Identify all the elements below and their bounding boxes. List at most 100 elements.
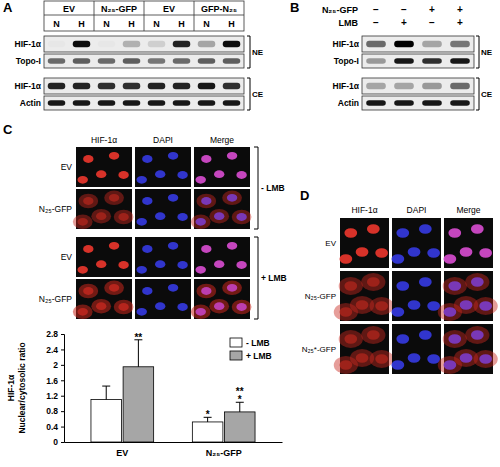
bar (123, 367, 154, 442)
cell-cytoplasm (73, 215, 93, 230)
cell-nucleus (227, 284, 237, 292)
cell-cytoplasm (78, 194, 98, 209)
y-tick: 0.8 (46, 406, 64, 416)
micrograph (392, 218, 441, 268)
fraction-label: NE (481, 48, 493, 57)
cell-cytoplasm (465, 273, 489, 291)
cell-nucleus (419, 330, 432, 340)
column-label: HIF-1α (351, 205, 377, 215)
panel-b: BN₂₅-GFP−−++LMB−+−+HIF-1αTopo-IHIF-1αAct… (290, 0, 493, 110)
cell-cytoplasm (78, 284, 98, 299)
row-label: N₂₅-GFP (305, 292, 336, 301)
cell-nucleus (419, 224, 432, 234)
cell-nucleus (83, 245, 93, 253)
cell-nucleus (396, 281, 409, 291)
bracket (254, 147, 258, 229)
y-axis-title: HIF-1α (6, 374, 16, 401)
x-tick: EV (116, 442, 128, 458)
cell-nucleus (201, 245, 211, 253)
blot-band (366, 83, 386, 89)
y-tick: 0 (53, 437, 64, 447)
cell-nucleus (142, 287, 152, 295)
blot-strip (44, 54, 244, 68)
cell-nucleus (214, 302, 224, 310)
blot-band (148, 58, 166, 64)
y-tick: 2.8 (46, 329, 64, 339)
blot-strip (44, 78, 244, 94)
cell-cytoplasm (209, 209, 229, 224)
y-axis-line (61, 335, 65, 443)
blot-band (48, 41, 66, 47)
blot-band (173, 83, 191, 89)
cell-nucleus (367, 330, 380, 340)
significance-mark: * (206, 409, 210, 420)
fraction-label: NE (252, 48, 264, 57)
row-label: Actin (20, 98, 41, 108)
y-tick: 1.2 (46, 391, 64, 401)
fraction-label: CE (252, 90, 264, 99)
cell-cytoplasm (334, 303, 358, 321)
lane-label: H (228, 19, 235, 29)
blot-band (450, 58, 470, 64)
cell-cytoplasm (339, 330, 363, 348)
cell-cytoplasm (191, 215, 211, 230)
cell-nucleus (142, 245, 152, 253)
row-label: N₂₅-GFP (39, 294, 72, 304)
cell-nucleus (96, 212, 106, 220)
cell-nucleus (340, 307, 353, 317)
row-label: EV (325, 239, 336, 248)
blot-strip (362, 78, 474, 94)
cell-cytoplasm (339, 277, 363, 295)
cell-nucleus (448, 281, 461, 291)
bar (192, 422, 223, 442)
lane-label: H (128, 19, 135, 29)
blot-band (123, 58, 141, 64)
blot-band (450, 83, 470, 89)
y-tick-label: 0 (53, 437, 58, 447)
cell-nucleus (214, 170, 224, 178)
group-label: N₂₅-GFP (101, 4, 137, 14)
cell-nucleus (118, 303, 128, 311)
bracket (476, 78, 479, 110)
legend: - LMB+ LMB (230, 338, 272, 361)
cell-nucleus (396, 334, 409, 344)
condition-sign: + (429, 4, 435, 15)
cell-nucleus (408, 300, 421, 310)
condition-sign: + (401, 17, 407, 28)
cell-nucleus (344, 228, 357, 238)
error-bar (102, 386, 110, 400)
cell-nucleus (177, 171, 187, 179)
cell-nucleus (227, 152, 237, 160)
blot-band (366, 100, 386, 106)
blot-band (148, 100, 166, 106)
cell-cytoplasm (114, 210, 134, 225)
condition-sign: − (373, 4, 379, 15)
cell-nucleus (168, 284, 178, 292)
y-tick-label: 0.4 (46, 422, 58, 432)
treatment-label: + LMB (261, 273, 287, 283)
y-tick-label: 2.8 (46, 329, 58, 339)
blot-band (123, 83, 141, 89)
micrograph (340, 218, 389, 268)
micrograph (392, 324, 441, 374)
cell-cytoplasm (370, 350, 394, 368)
cell-cytoplasm (232, 300, 252, 315)
cell-nucleus (356, 300, 369, 310)
row-label: EV (61, 162, 73, 172)
cell-nucleus (83, 287, 93, 295)
y-tick-label: 1.6 (46, 376, 58, 386)
panel-letter: A (3, 0, 13, 15)
row-label: HIF-1α (333, 39, 360, 49)
x-axis-line (65, 442, 283, 443)
cell-nucleus (236, 171, 246, 179)
y-tick-mark (61, 427, 64, 428)
cell-cytoplasm (438, 356, 462, 374)
row-label: EV (61, 252, 73, 262)
cell-nucleus (367, 224, 380, 234)
blot-band (48, 58, 66, 64)
blot-band (394, 100, 414, 106)
lane-label: H (178, 19, 185, 29)
cell-nucleus (444, 307, 457, 317)
row-label: Topo-I (334, 56, 359, 66)
cell-nucleus (83, 197, 93, 205)
